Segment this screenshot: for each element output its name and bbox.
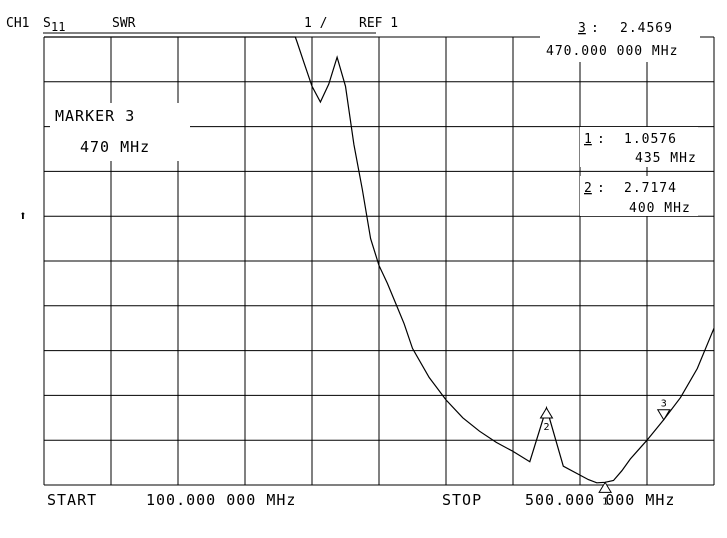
marker-2-triangle (539, 407, 554, 419)
marker3-readout-number: 3 (578, 21, 586, 36)
reference-label: REF 1 (359, 16, 398, 31)
parameter-subscript: 11 (51, 20, 65, 34)
marker3-readout-separator: : (591, 21, 599, 36)
active-marker-frequency: 470 MHz (80, 138, 150, 156)
graticule (43, 32, 715, 486)
active-marker-label: MARKER 3 (55, 107, 135, 125)
stop-label: STOP (442, 491, 482, 509)
marker-1-label: 1 (602, 496, 608, 507)
reference-arrow-icon: ⬆ (19, 209, 27, 224)
marker2-readout-box (580, 176, 698, 216)
marker2-readout-number: 2 (584, 181, 592, 196)
marker-2-label: 2 (544, 422, 550, 433)
active-marker-box (50, 103, 190, 161)
format-label: SWR (112, 16, 136, 31)
marker-3-label: 3 (661, 399, 667, 410)
marker3-readout-value: 2.4569 (620, 21, 673, 36)
marker1-readout-number: 1 (584, 132, 592, 147)
swr-trace (44, 36, 715, 484)
parameter-label: S (43, 16, 51, 31)
marker2-readout-value: 2.7174 (624, 181, 677, 196)
channel-label: CH1 (6, 16, 29, 31)
marker1-readout-box (580, 127, 698, 167)
marker3-readout-box (540, 15, 700, 62)
marker2-readout-frequency: 400 MHz (629, 201, 691, 216)
scale-label: 1 / (304, 16, 327, 31)
marker1-readout-value: 1.0576 (624, 132, 677, 147)
marker-1-triangle (598, 481, 613, 493)
start-frequency: 100.000 000 MHz (146, 491, 296, 509)
marker-3-triangle (656, 409, 671, 421)
start-label: START (47, 491, 97, 509)
marker1-readout-frequency: 435 MHz (635, 151, 697, 166)
stop-frequency: 500.000 000 MHz (525, 491, 675, 509)
marker1-readout-separator: : (597, 132, 605, 147)
marker3-readout-frequency: 470.000 000 MHz (546, 44, 678, 59)
marker-symbols: 1 2 3 (539, 399, 671, 507)
marker2-readout-separator: : (597, 181, 605, 196)
